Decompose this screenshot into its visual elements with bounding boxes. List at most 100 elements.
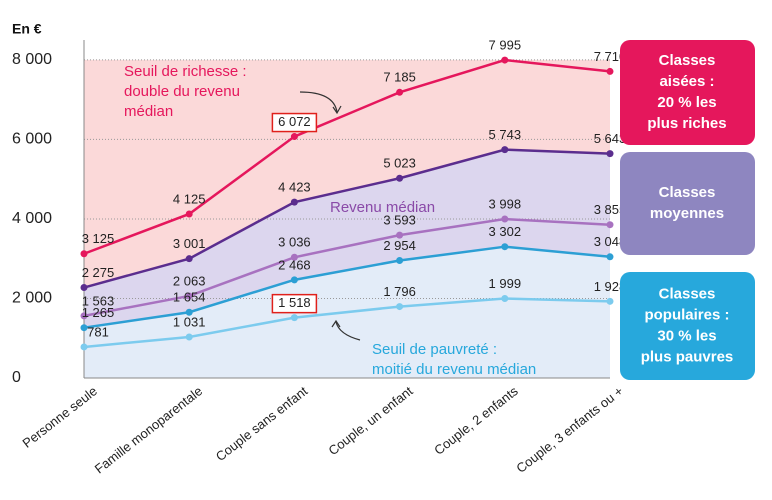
value-label: 3 302	[489, 224, 522, 239]
value-label: 7 710	[594, 49, 627, 64]
value-label: 3 036	[278, 235, 311, 250]
arrow-head	[332, 105, 342, 115]
point	[606, 150, 614, 158]
arrow-head	[331, 319, 341, 328]
value-label: 3 048	[594, 234, 627, 249]
value-label: 3 001	[173, 236, 206, 251]
class-label: aisées :	[659, 73, 714, 90]
point	[501, 243, 509, 251]
value-label: 4 423	[278, 180, 311, 195]
y-tick-label: 6 000	[12, 131, 52, 148]
x-tick-label: Famille monoparentale	[92, 383, 205, 476]
value-label: 781	[87, 324, 109, 339]
point	[290, 276, 298, 284]
value-label: 7 995	[489, 38, 522, 53]
point	[185, 308, 193, 316]
value-label: 3 593	[383, 213, 416, 228]
annotation: Revenu médian	[330, 199, 435, 216]
y-tick-label: 4 000	[12, 210, 52, 227]
class-label: Classes	[659, 184, 716, 201]
x-tick-label: Personne seule	[20, 383, 100, 450]
class-label: Classes	[659, 285, 716, 302]
point	[185, 210, 193, 218]
class-label: populaires :	[644, 306, 729, 323]
value-label: 2 275	[82, 265, 115, 280]
point	[185, 292, 193, 300]
value-label: 3 125	[82, 231, 115, 246]
point	[396, 88, 404, 96]
series-line	[83, 148, 611, 289]
class-label: plus riches	[647, 115, 726, 132]
point	[396, 257, 404, 265]
point	[606, 253, 614, 261]
value-label: 1 265	[82, 305, 115, 320]
point	[185, 255, 193, 263]
series-line	[83, 297, 611, 349]
x-tick-label: Couple, 2 enfants	[431, 383, 521, 458]
x-tick-label: Couple, un enfant	[325, 383, 415, 458]
value-label: 1 999	[489, 276, 522, 291]
value-label: 3 855	[594, 202, 627, 217]
value-label: 1 928	[594, 279, 627, 294]
point	[396, 303, 404, 311]
point	[80, 343, 88, 351]
point	[501, 56, 509, 64]
label-box	[271, 293, 318, 314]
value-label: 2 063	[173, 273, 206, 288]
point	[501, 146, 509, 154]
point	[80, 324, 88, 332]
class-label: Classes	[659, 52, 716, 69]
label-box	[271, 112, 318, 133]
value-label: 1 796	[383, 284, 416, 299]
annotation: médian	[124, 103, 173, 120]
point	[606, 297, 614, 305]
value-label: 2 468	[278, 257, 311, 272]
series-line	[83, 217, 611, 318]
y-tick-label: 2 000	[12, 290, 52, 307]
value-label: 5 743	[489, 127, 522, 142]
class-box	[620, 272, 755, 380]
x-tick-label: Couple sans enfant	[213, 383, 311, 464]
point	[290, 314, 298, 322]
class-label: moyennes	[650, 205, 724, 222]
point	[290, 133, 298, 141]
point	[396, 231, 404, 239]
point	[501, 295, 509, 303]
point	[396, 174, 404, 182]
point	[501, 215, 509, 223]
class-label: 30 % les	[657, 327, 716, 344]
value-label: 5 643	[594, 131, 627, 146]
annotation: moitié du revenu médian	[372, 361, 536, 378]
value-label: 1 518	[278, 295, 311, 310]
point	[80, 250, 88, 258]
x-tick-label: Couple, 3 enfants ou +	[513, 383, 626, 476]
point	[80, 284, 88, 292]
y-tick-label: 8 000	[12, 51, 52, 68]
class-box	[620, 152, 755, 255]
point	[80, 312, 88, 320]
value-label: 1 654	[173, 290, 206, 305]
class-box	[620, 40, 755, 145]
series-line	[83, 245, 611, 329]
value-label: 5 023	[383, 156, 416, 171]
annotation: double du revenu	[124, 83, 240, 100]
series-line	[83, 58, 611, 255]
value-label: 4 125	[173, 191, 206, 206]
point	[606, 221, 614, 229]
annotation: Seuil de richesse :	[124, 63, 247, 80]
point	[185, 333, 193, 341]
value-label: 3 998	[489, 196, 522, 211]
point	[290, 198, 298, 206]
value-label: 2 954	[383, 238, 416, 253]
arrow	[335, 321, 361, 341]
point	[290, 253, 298, 261]
value-label: 1 563	[82, 293, 115, 308]
annotation: Seuil de pauvreté :	[372, 341, 497, 358]
value-label: 6 072	[278, 114, 311, 129]
band-fill	[84, 149, 610, 328]
band-fill	[84, 59, 610, 288]
point	[606, 67, 614, 75]
y-axis-label: En €	[12, 21, 42, 37]
value-label: 7 185	[383, 70, 416, 85]
